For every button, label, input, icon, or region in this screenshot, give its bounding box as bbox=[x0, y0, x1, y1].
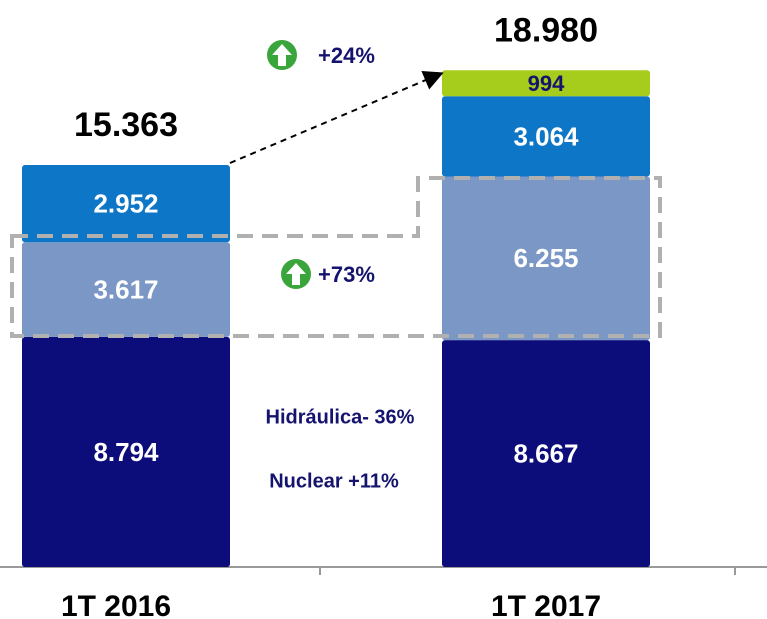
value-label: 8.667 bbox=[513, 438, 578, 468]
value-label: 3.064 bbox=[513, 121, 579, 151]
bar-segment bbox=[22, 164, 230, 243]
annotation: Hidráulica- 36% bbox=[266, 406, 415, 428]
value-label: 8.794 bbox=[93, 437, 159, 467]
bar-segment bbox=[442, 70, 650, 97]
annotation: +24% bbox=[318, 43, 375, 68]
annotation: +73% bbox=[318, 262, 375, 287]
growth-arrow bbox=[229, 71, 444, 164]
value-label: 3.617 bbox=[93, 274, 158, 304]
x-tick-label: 1T 2016 bbox=[61, 590, 171, 619]
bar-segment bbox=[442, 96, 650, 177]
value-label: 994 bbox=[528, 71, 565, 96]
value-label: 2.952 bbox=[93, 188, 158, 218]
x-tick-label: 1T 2017 bbox=[491, 590, 601, 619]
bar-segment bbox=[22, 336, 230, 567]
total-label: 15.363 bbox=[74, 106, 178, 144]
bar-segment bbox=[442, 176, 650, 341]
bar-segment bbox=[442, 340, 650, 567]
annotation: Nuclear +11% bbox=[269, 470, 399, 492]
total-label: 18.980 bbox=[494, 11, 598, 49]
dashed-highlight bbox=[10, 176, 662, 338]
value-label: 6.255 bbox=[513, 243, 578, 273]
up-icon bbox=[267, 40, 297, 70]
up-icon bbox=[281, 259, 311, 289]
bar-segment bbox=[22, 242, 230, 337]
